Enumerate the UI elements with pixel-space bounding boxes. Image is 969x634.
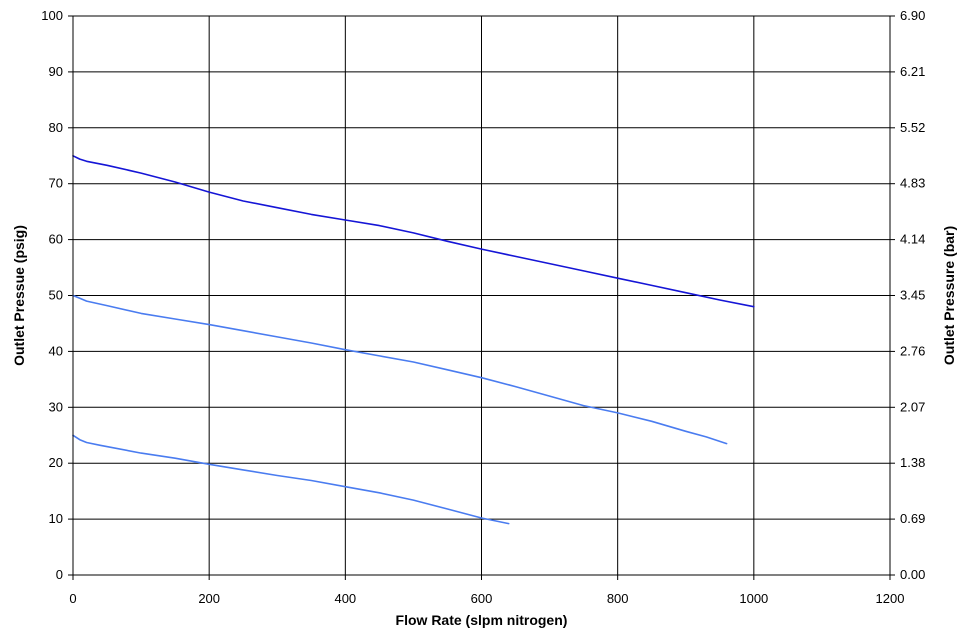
x-tick-label: 600 — [471, 591, 493, 606]
series-line-1 — [72, 155, 755, 308]
y2-tick-label: 5.52 — [900, 120, 925, 135]
y-tick-label: 90 — [49, 64, 63, 79]
y2-tick-label: 3.45 — [900, 288, 925, 303]
y2-tick-label: 6.21 — [900, 64, 925, 79]
y2-tick-label: 2.07 — [900, 399, 925, 414]
series-line-2 — [72, 294, 728, 445]
x-tick-label: 0 — [69, 591, 76, 606]
series-line-3 — [72, 434, 510, 525]
y2-tick-label: 4.83 — [900, 176, 925, 191]
x-tick-label: 200 — [198, 591, 220, 606]
y-tick-label: 80 — [49, 120, 63, 135]
x-axis-title: Flow Rate (slpm nitrogen) — [396, 612, 568, 628]
y2-tick-label: 4.14 — [900, 232, 925, 247]
y-tick-label: 60 — [49, 232, 63, 247]
x-tick-label: 800 — [607, 591, 629, 606]
y-axis-title: Outlet Pressue (psig) — [11, 225, 27, 366]
y-tick-label: 20 — [49, 455, 63, 470]
y2-tick-label: 1.38 — [900, 455, 925, 470]
y2-tick-label: 2.76 — [900, 343, 925, 358]
y-tick-label: 40 — [49, 343, 63, 358]
plot-area-frame — [72, 15, 891, 576]
x-tick-label: 400 — [334, 591, 356, 606]
y2-tick-label: 0.00 — [900, 567, 925, 582]
y2-axis-title: Outlet Pressure (bar) — [941, 226, 957, 365]
y-tick-label: 10 — [49, 511, 63, 526]
y-tick-label: 0 — [56, 567, 63, 582]
y-tick-label: 70 — [49, 176, 63, 191]
grid — [73, 16, 890, 575]
y-tick-label: 100 — [41, 8, 63, 23]
y2-tick-label: 6.90 — [900, 8, 925, 23]
y-tick-label: 50 — [49, 288, 63, 303]
y2-tick-label: 0.69 — [900, 511, 925, 526]
x-tick-label: 1200 — [876, 591, 905, 606]
y-tick-label: 30 — [49, 399, 63, 414]
axis-ticks: 0 200 400 600 800 1000 1200 0 10 20 30 40 50 60 70 80 90… — [41, 8, 925, 606]
series-group — [72, 155, 755, 525]
x-tick-label: 1000 — [739, 591, 768, 606]
